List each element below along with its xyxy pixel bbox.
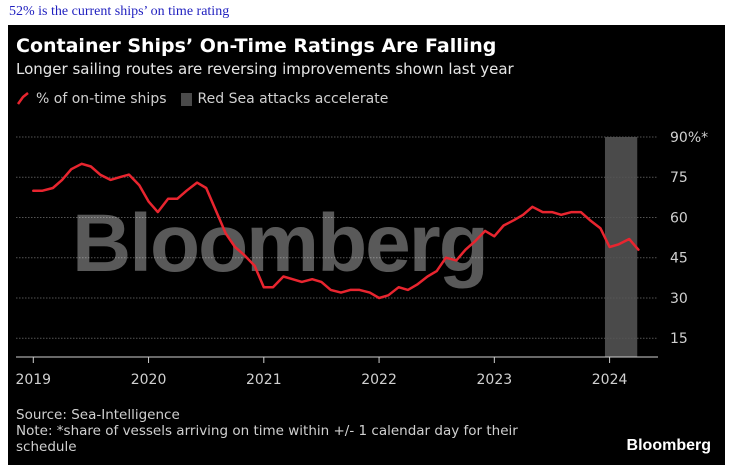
series-layer (32, 162, 640, 300)
y-tick-label: 90%* (670, 130, 708, 146)
legend-label-redsea: Red Sea attacks accelerate (197, 91, 389, 107)
x-tick-label: 2021 (246, 372, 282, 388)
y-tick-label: 15 (670, 331, 688, 347)
x-tick-label: 2019 (15, 372, 51, 388)
bloomberg-watermark: Bloomberg (72, 198, 487, 289)
grid-layer (16, 136, 658, 339)
chart-legend: % of on-time ships Red Sea attacks accel… (16, 91, 402, 107)
legend-item-redsea: Red Sea attacks accelerate (180, 91, 389, 107)
footnote: Note: *share of vessels arriving on time… (16, 423, 518, 455)
chart-panel: Bloomberg 90%* 75 60 45 30 15 2019 2020 2021 2022… (8, 25, 725, 465)
bloomberg-logo: Bloomberg (626, 437, 711, 454)
y-tick-label: 60 (670, 210, 688, 226)
legend-item-ontime: % of on-time ships (16, 91, 167, 107)
y-tick-label: 30 (670, 291, 688, 307)
legend-area-swatch (180, 92, 192, 106)
x-tick-label: 2023 (477, 372, 513, 388)
line-chart: Bloomberg 90%* 75 60 45 30 15 2019 2020 2021 2022… (15, 130, 708, 388)
x-tick-label: 2024 (592, 372, 628, 388)
y-tick-label: 45 (670, 251, 688, 267)
chart-title: Container Ships’ On-Time Ratings Are Fal… (16, 35, 497, 57)
source-note: Source: Sea-Intelligence (16, 407, 180, 423)
chart-footer: Source: Sea-Intelligence Note: *share of… (16, 407, 576, 455)
series-line-on-time-ships (32, 162, 640, 300)
x-tick-label: 2022 (361, 372, 397, 388)
chart-subtitle: Longer sailing routes are reversing impr… (16, 60, 514, 78)
watermark-layer: Bloomberg (72, 198, 489, 289)
y-tick-label: 75 (670, 170, 688, 186)
x-tick-label: 2020 (131, 372, 167, 388)
axis-layer: 90%* 75 60 45 30 15 2019 2020 2021 2022 2023 2024 (15, 130, 708, 388)
legend-label-ontime: % of on-time ships (36, 91, 167, 107)
page-caption: 52% is the current ships’ on time rating (9, 4, 230, 19)
legend-line-swatch (16, 92, 29, 105)
